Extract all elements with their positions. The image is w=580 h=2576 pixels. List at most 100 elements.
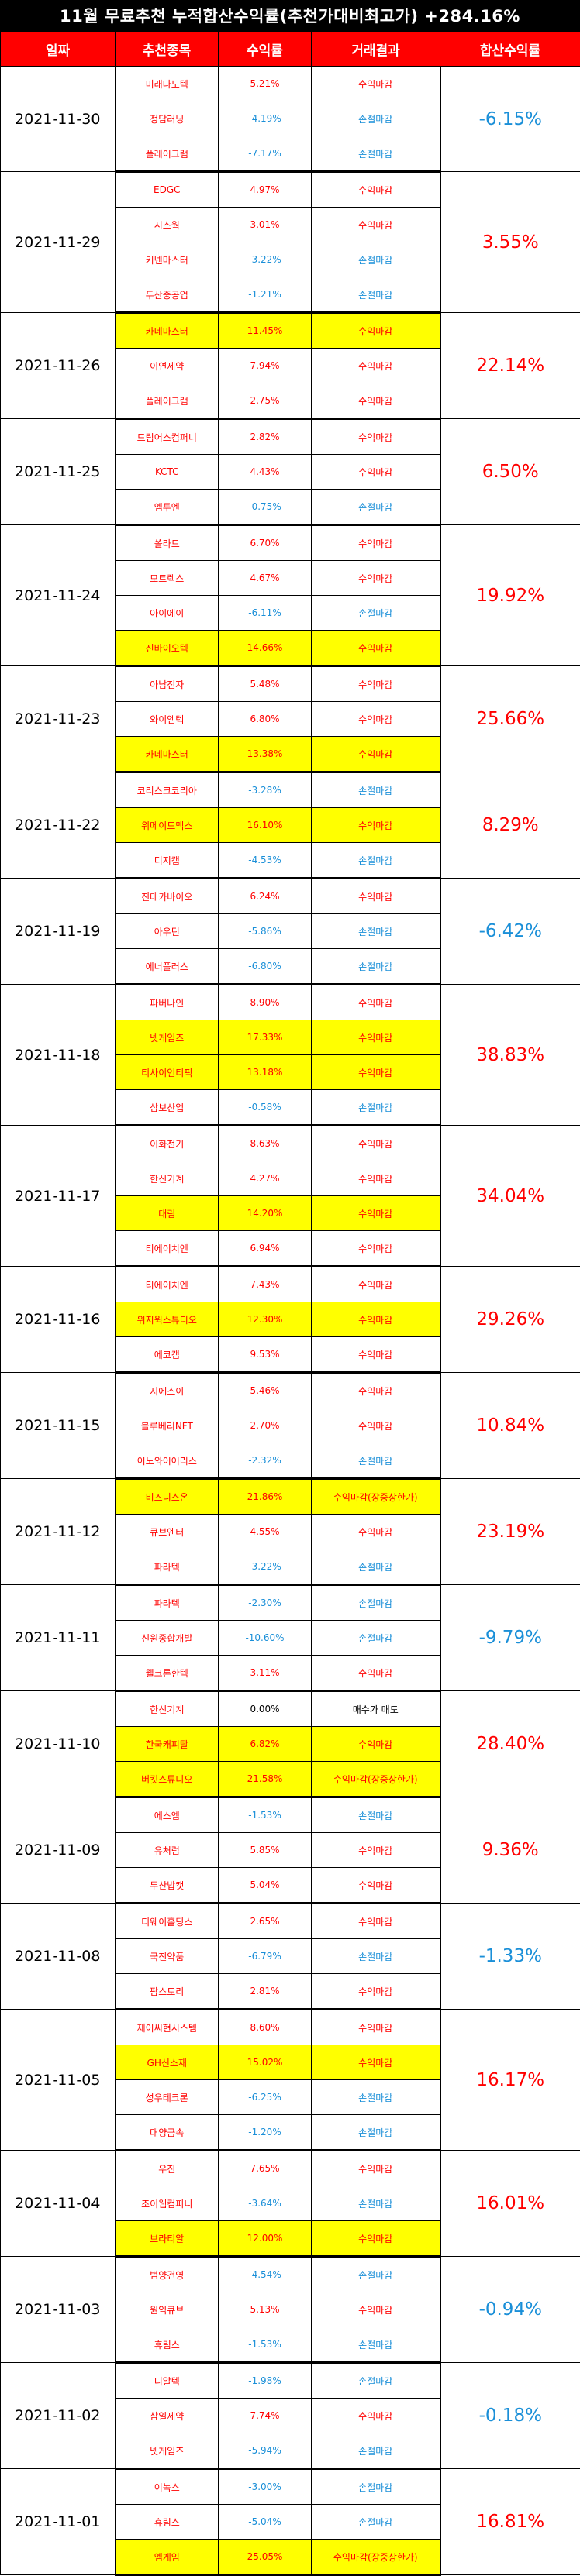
total-cell: -6.15% [440,67,580,172]
total-cell: 8.29% [440,772,580,879]
stock-cell: 브라티알 [116,2221,219,2257]
return-cell: -4.54% [219,2257,312,2292]
return-cell: 7.65% [219,2151,312,2186]
result-cell: 손절마감 [312,1939,440,1974]
result-cell: 수익마감 [312,1408,440,1443]
stock-cell: 위메이드맥스 [116,808,219,843]
return-cell: 13.18% [219,1055,312,1090]
return-cell: -3.22% [219,242,312,277]
date-cell: 2021-11-15 [1,1373,116,1479]
total-cell: 10.84% [440,1373,580,1479]
result-cell: 수익마감 [312,1126,440,1161]
stock-cell: 티웨이홀딩스 [116,1904,219,1939]
result-cell: 손절마감 [312,1443,440,1479]
return-cell: -1.53% [219,1797,312,1833]
stock-cell: 대양금속 [116,2115,219,2151]
return-cell: 5.85% [219,1833,312,1868]
stock-cell: 이노와이어리스 [116,1443,219,1479]
result-cell: 수익마감(장중상한가) [312,1762,440,1797]
result-cell: 손절마감 [312,2433,440,2469]
return-cell: 21.86% [219,1479,312,1515]
result-cell: 손절마감 [312,772,440,808]
date-cell: 2021-11-12 [1,1479,116,1585]
date-cell: 2021-11-18 [1,985,116,1126]
stock-cell: 지에스이 [116,1373,219,1408]
return-cell: -3.00% [219,2469,312,2505]
return-cell: 5.13% [219,2292,312,2327]
return-cell: 21.58% [219,1762,312,1797]
date-cell: 2021-11-19 [1,879,116,985]
stock-cell: 대림 [116,1196,219,1231]
stock-cell: 정담러닝 [116,101,219,136]
stock-cell: 넷게임즈 [116,1020,219,1055]
header-return: 수익률 [219,32,312,67]
result-cell: 수익마감 [312,208,440,242]
result-cell: 수익마감(장중상한가) [312,1479,440,1515]
stock-cell: 진테카바이오 [116,879,219,914]
stock-cell: 쏠라드 [116,525,219,561]
total-cell: -9.79% [440,1585,580,1691]
total-cell: 9.36% [440,1797,580,1904]
return-cell: 2.81% [219,1974,312,2010]
stock-cell: 비즈니스온 [116,1479,219,1515]
return-cell: -5.04% [219,2505,312,2540]
result-cell: 수익마감 [312,1904,440,1939]
date-cell: 2021-11-09 [1,1797,116,1904]
return-cell: -6.79% [219,1939,312,1974]
total-cell: 16.17% [440,2010,580,2151]
date-cell: 2021-11-04 [1,2151,116,2257]
stock-cell: 한신기계 [116,1691,219,1727]
return-cell: 3.01% [219,208,312,242]
stock-cell: 티에이치엔 [116,1267,219,1302]
total-cell: -1.33% [440,1904,580,2010]
return-cell: -1.21% [219,277,312,313]
stock-cell: 아이에이 [116,596,219,631]
stock-cell: 카네마스터 [116,313,219,349]
return-cell: -3.64% [219,2186,312,2221]
stock-cell: 휴림스 [116,2505,219,2540]
result-cell: 수익마감 [312,737,440,772]
return-cell: -7.17% [219,136,312,172]
date-cell: 2021-11-03 [1,2257,116,2363]
return-cell: 2.75% [219,383,312,419]
return-cell: -4.19% [219,101,312,136]
header-result: 거래결과 [312,32,440,67]
stock-cell: 원익큐브 [116,2292,219,2327]
return-cell: -0.58% [219,1090,312,1126]
return-cell: -1.53% [219,2327,312,2363]
result-cell: 손절마감 [312,1090,440,1126]
total-cell: 6.50% [440,419,580,525]
result-cell: 수익마감 [312,808,440,843]
result-cell: 수익마감 [312,1161,440,1196]
result-cell: 수익마감(장중상한가) [312,2540,440,2575]
header-total: 합산수익률 [440,32,580,67]
return-cell: 13.38% [219,737,312,772]
return-cell: 8.60% [219,2010,312,2045]
total-cell: 38.83% [440,985,580,1126]
return-cell: 2.70% [219,1408,312,1443]
return-cell: 6.70% [219,525,312,561]
result-cell: 수익마감 [312,631,440,666]
return-cell: -1.98% [219,2363,312,2399]
stock-cell: 범양건영 [116,2257,219,2292]
result-cell: 손절마감 [312,2186,440,2221]
return-cell: 6.82% [219,1727,312,1762]
return-cell: -3.22% [219,1549,312,1585]
total-cell: 16.01% [440,2151,580,2257]
return-cell: 3.11% [219,1656,312,1691]
stock-cell: 플레이그램 [116,383,219,419]
header-date: 일짜 [1,32,116,67]
stock-cell: 에코캡 [116,1337,219,1373]
result-cell: 수익마감 [312,1727,440,1762]
stock-cell: 삼일제약 [116,2399,219,2433]
stock-cell: EDGC [116,172,219,208]
result-cell: 손절마감 [312,1549,440,1585]
result-cell: 수익마감 [312,1974,440,2010]
